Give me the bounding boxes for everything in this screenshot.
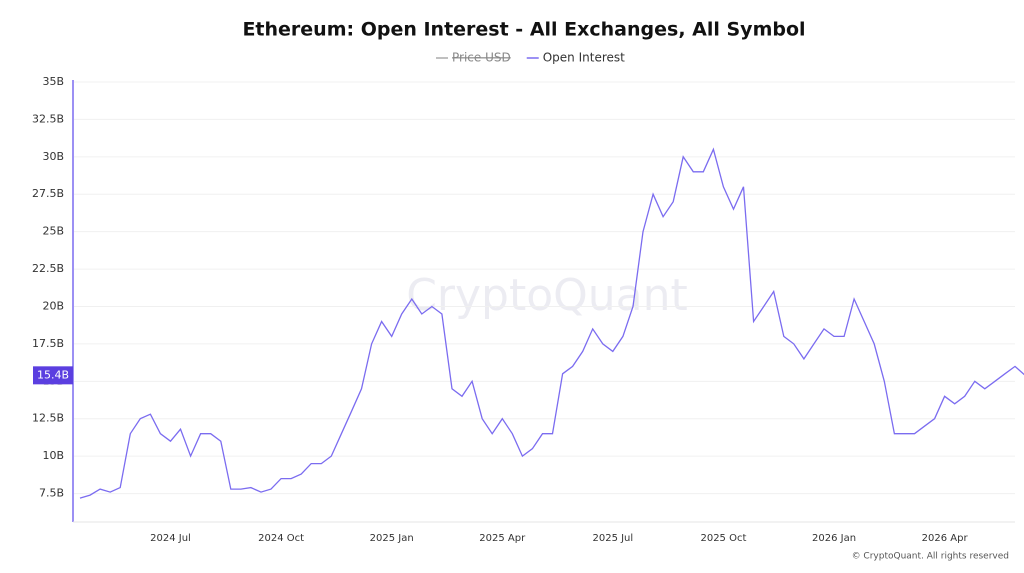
y-tick-label: 30B xyxy=(42,150,64,163)
x-tick-label: 2025 Apr xyxy=(479,533,526,544)
y-tick-label: 12.5B xyxy=(32,412,64,425)
y-tick-label: 25B xyxy=(42,225,64,238)
last-value-box xyxy=(33,366,73,385)
watermark: CryptoQuant xyxy=(406,270,688,321)
x-tick-label: 2024 Jul xyxy=(150,533,191,544)
y-tick-label: 35B xyxy=(42,75,64,88)
x-tick-label: 2024 Oct xyxy=(258,533,304,544)
chart-title: Ethereum: Open Interest - All Exchanges,… xyxy=(242,19,805,41)
data-line xyxy=(79,147,1024,499)
x-tick-label: 2025 Oct xyxy=(700,533,746,544)
y-tick-label: 10B xyxy=(42,449,64,462)
y-tick-label: 27.5B xyxy=(32,187,64,200)
y-tick-label: 17.5B xyxy=(32,337,64,350)
last-value-label: 15.4B xyxy=(37,368,69,381)
y-tick-label: 22.5B xyxy=(32,262,64,275)
legend-label[interactable]: Price USD xyxy=(452,51,511,65)
footer: © CryptoQuant. All rights reserved xyxy=(852,552,1009,562)
y-tick-label: 32.5B xyxy=(32,112,64,125)
y-tick-label: 20B xyxy=(42,299,64,312)
y-tick-label: 7.5B xyxy=(39,487,64,500)
x-tick-label: 2025 Jul xyxy=(592,533,633,544)
legend-label[interactable]: Open Interest xyxy=(543,51,625,65)
x-tick-label: 2025 Jan xyxy=(370,533,414,544)
x-tick-label: 2026 Jan xyxy=(812,533,856,544)
x-tick-label: 2026 Apr xyxy=(922,533,969,544)
